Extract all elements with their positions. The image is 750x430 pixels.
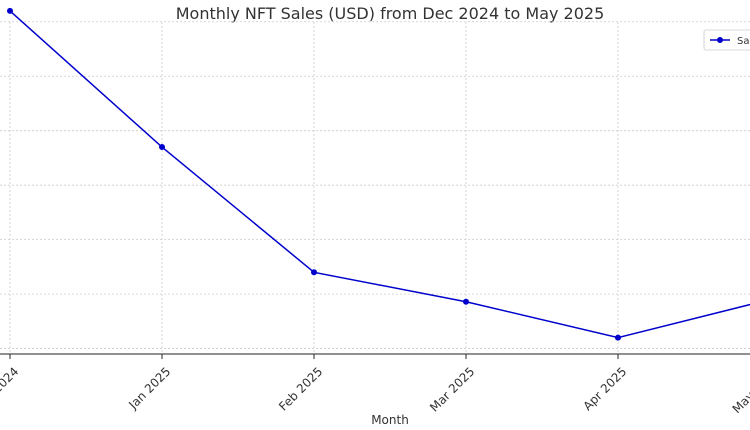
legend-entry-sales: Sales [737,36,750,47]
data-point [7,7,13,14]
x-axis-label: Month [371,413,409,427]
x-tick-label: Apr 2025 [580,364,629,413]
series-layer [7,7,750,341]
data-point [615,334,621,341]
x-tick-label: Dec 2024 [0,364,21,415]
grid-lines [0,21,750,354]
x-tick-label: Feb 2025 [276,364,325,413]
x-tick-label: Mar 2025 [427,364,477,414]
x-tick-label: Jan 2025 [125,364,173,412]
x-tick-label: May 2025 [730,364,750,416]
axes [0,353,750,359]
data-point [311,269,317,276]
data-point [463,298,469,305]
legend: Sales [703,29,750,51]
x-tick-labels: Dec 2024 Jan 2025 Feb 2025 Mar 2025 Apr 2025… [0,364,750,416]
chart-title: Monthly NFT Sales (USD) from Dec 2024 to… [176,4,605,23]
data-point [159,144,165,151]
legend-marker [717,37,723,43]
series-line-sales [9,10,750,339]
